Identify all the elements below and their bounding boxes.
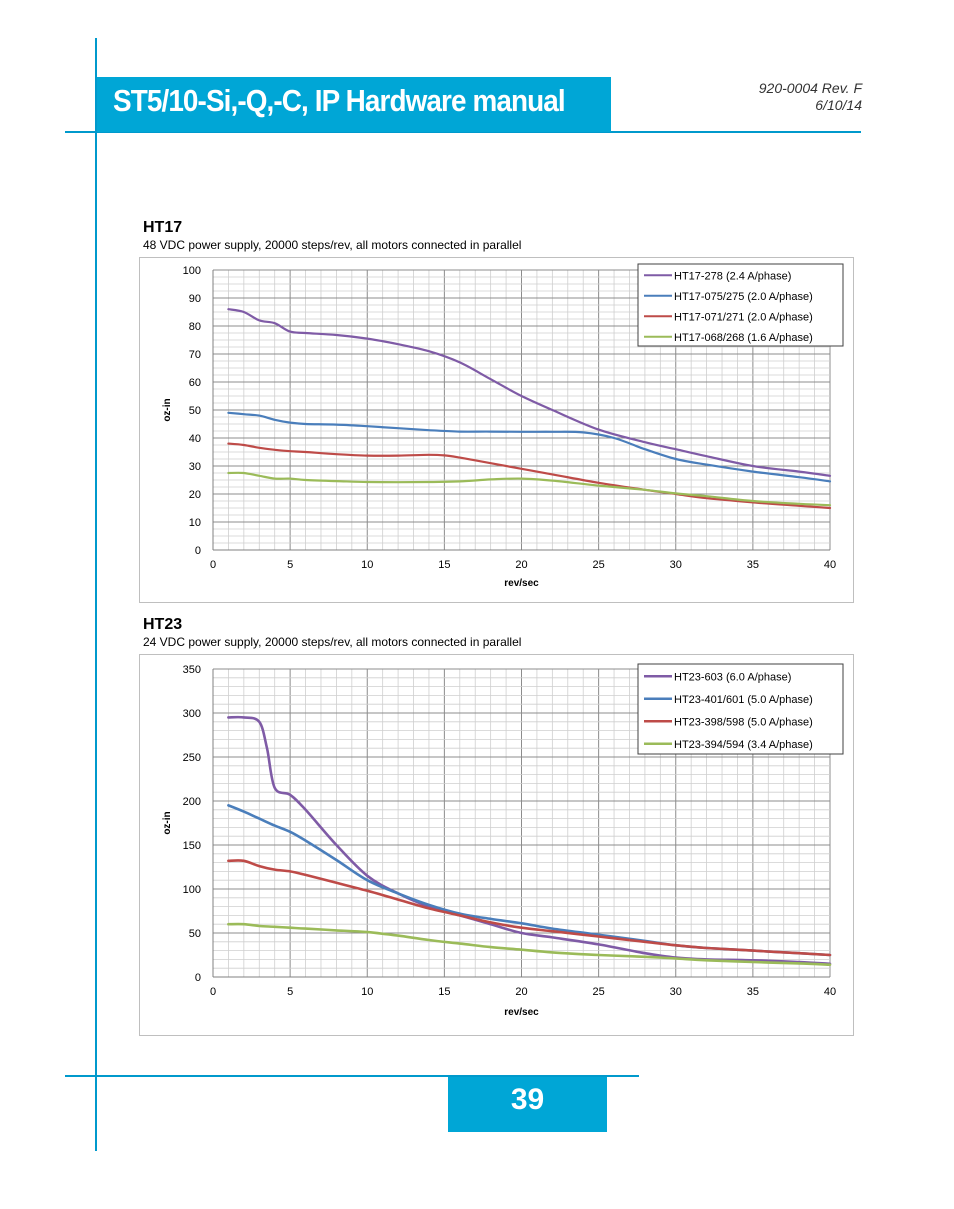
y-tick-label: 90: [189, 293, 201, 305]
footer-rule: [65, 1075, 639, 1077]
legend-entry-1: HT23-603 (6.0 A/phase): [674, 671, 791, 683]
header-rule: [65, 131, 861, 133]
chart-legend: HT17-278 (2.4 A/phase) HT17-075/275 (2.0 …: [637, 263, 844, 347]
legend-entry-2: HT17-075/275 (2.0 A/phase): [674, 291, 813, 303]
document-title: ST5/10-Si,-Q,-C, IP Hardware manual: [113, 83, 566, 118]
y-axis-label: oz-in: [162, 398, 173, 421]
document-reference: 920-0004 Rev. F 6/10/14: [759, 80, 862, 114]
header-title-banner: ST5/10-Si,-Q,-C, IP Hardware manual: [97, 77, 611, 132]
x-tick-label: 10: [361, 559, 373, 571]
y-tick-label: 100: [183, 884, 201, 896]
x-tick-label: 0: [210, 559, 216, 571]
x-tick-label: 20: [515, 559, 527, 571]
series-line-1: [227, 308, 832, 477]
y-tick-label: 300: [183, 708, 201, 720]
x-tick-label: 10: [361, 986, 373, 998]
y-tick-label: 60: [189, 377, 201, 389]
page-number-box: 39: [448, 1077, 607, 1132]
y-tick-label: 50: [189, 928, 201, 940]
x-tick-label: 35: [747, 559, 759, 571]
series-line-4: [227, 922, 832, 966]
y-tick-label: 50: [189, 405, 201, 417]
ht23-heading: HT23: [143, 616, 183, 633]
ht23-subtitle: 24 VDC power supply, 20000 steps/rev, al…: [143, 635, 522, 649]
ht17-subtitle: 48 VDC power supply, 20000 steps/rev, al…: [143, 238, 522, 252]
x-tick-label: 0: [210, 986, 216, 998]
y-tick-label: 150: [183, 840, 201, 852]
y-tick-label: 10: [189, 517, 201, 529]
series-line-3: [227, 442, 832, 510]
legend-entry-3: HT23-398/598 (5.0 A/phase): [674, 716, 813, 728]
page-number: 39: [510, 1083, 545, 1116]
x-axis-label: rev/sec: [504, 1007, 539, 1018]
x-tick-label: 40: [824, 559, 836, 571]
ht17-chart-frame: 0 5 10 15 20 25 30 35 40 0 10 20 30 40 50 60 70 80 90 100 re…: [139, 257, 854, 603]
ht17-heading: HT17: [143, 219, 183, 236]
x-tick-label: 35: [747, 986, 759, 998]
x-tick-label: 40: [824, 986, 836, 998]
left-margin-rule: [95, 38, 97, 1151]
y-tick-label: 350: [183, 664, 201, 676]
document-number: 920-0004 Rev. F: [758, 80, 862, 96]
legend-box: [637, 263, 844, 347]
x-tick-label: 20: [515, 986, 527, 998]
y-tick-label: 200: [183, 796, 201, 808]
x-tick-label: 25: [593, 986, 605, 998]
legend-entry-4: HT23-394/594 (3.4 A/phase): [674, 739, 813, 751]
ht17-torque-chart: 0 5 10 15 20 25 30 35 40 0 10 20 30 40 50 60 70 80 90 100 re…: [162, 263, 844, 589]
series-line-4: [227, 471, 832, 507]
x-tick-label: 15: [438, 559, 450, 571]
legend-entry-4: HT17-068/268 (1.6 A/phase): [674, 332, 813, 344]
y-tick-label: 20: [189, 489, 201, 501]
x-tick-label: 30: [670, 986, 682, 998]
y-tick-label: 30: [189, 461, 201, 473]
y-tick-label: 100: [183, 265, 201, 277]
chart-legend: HT23-603 (6.0 A/phase) HT23-401/601 (5.0 …: [637, 663, 844, 755]
legend-box: [637, 663, 844, 755]
series-line-2: [227, 411, 832, 483]
y-tick-label: 70: [189, 349, 201, 361]
y-tick-label: 80: [189, 321, 201, 333]
y-tick-label: 0: [195, 545, 201, 557]
ht23-torque-chart: 0 5 10 15 20 25 30 35 40 0 50 100 150 200 250 300 350 rev…: [162, 663, 844, 1018]
series-line-3: [227, 859, 832, 957]
x-tick-label: 5: [287, 986, 293, 998]
y-tick-label: 40: [189, 433, 201, 445]
x-tick-label: 25: [593, 559, 605, 571]
x-tick-label: 30: [670, 559, 682, 571]
y-tick-label: 0: [195, 972, 201, 984]
y-tick-label: 250: [183, 752, 201, 764]
x-tick-label: 5: [287, 559, 293, 571]
legend-entry-1: HT17-278 (2.4 A/phase): [674, 270, 791, 282]
legend-entry-3: HT17-071/271 (2.0 A/phase): [674, 311, 813, 323]
x-axis-label: rev/sec: [504, 578, 539, 589]
legend-entry-2: HT23-401/601 (5.0 A/phase): [674, 694, 813, 706]
document-date: 6/10/14: [815, 97, 862, 113]
x-tick-label: 15: [438, 986, 450, 998]
y-axis-label: oz-in: [162, 811, 173, 834]
ht23-chart-frame: 0 5 10 15 20 25 30 35 40 0 50 100 150 200 250 300 350 rev…: [139, 654, 854, 1036]
